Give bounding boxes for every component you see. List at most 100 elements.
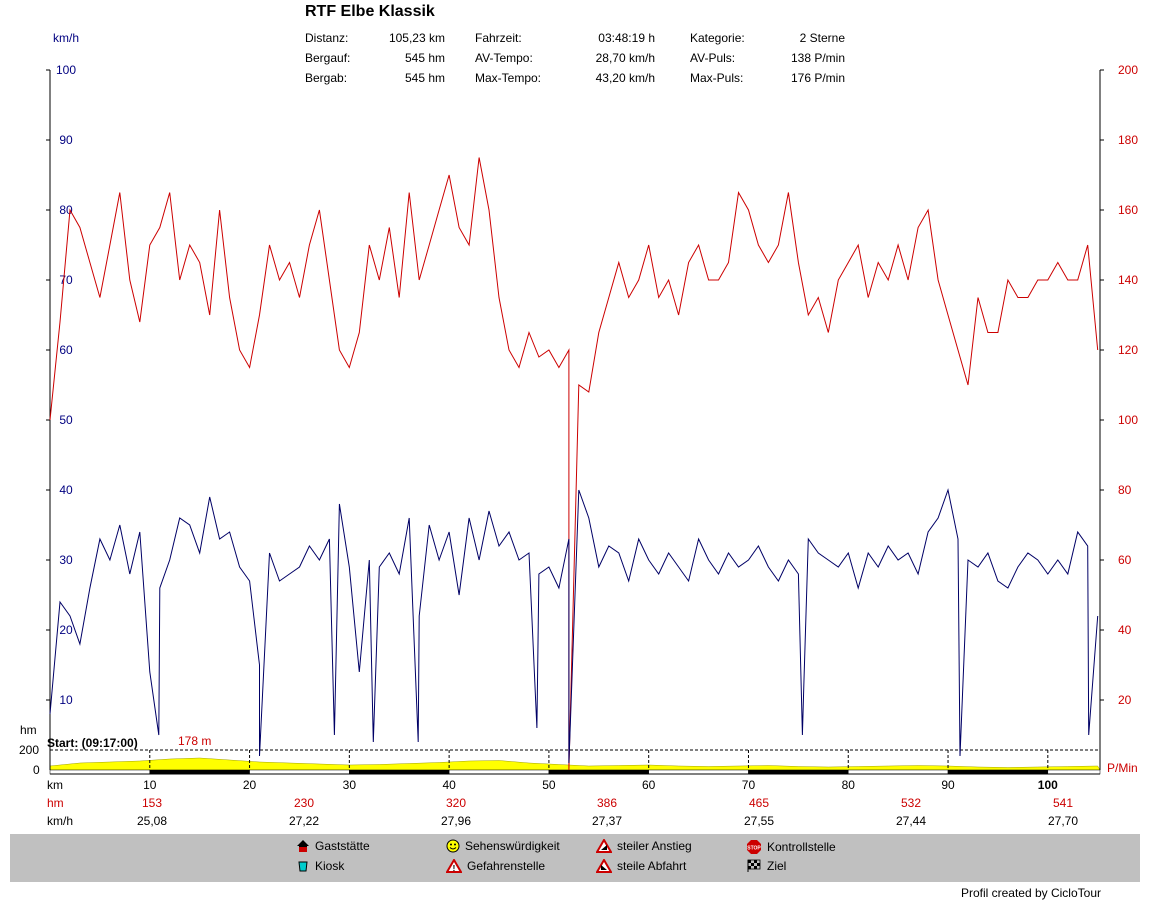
elevation-area (49, 757, 1101, 771)
legend-item-kontrollstelle: STOP Kontrollstelle (747, 840, 836, 854)
km-row-tick-60: 60 (642, 778, 656, 792)
climb-icon (596, 839, 612, 853)
stat-value-av-puls: 138 P/min (790, 51, 845, 65)
chart-title: RTF Elbe Klassik (305, 3, 435, 20)
right-tick-label-100: 100 (1118, 413, 1138, 427)
pulse-line (49, 157, 1099, 771)
finish-flag-icon (747, 859, 761, 872)
km-row-tick-30: 30 (343, 778, 357, 792)
hm-row-value-5: 532 (901, 796, 921, 810)
km-segment-2 (249, 769, 350, 775)
km-row-tick-80: 80 (842, 778, 856, 792)
svg-text:!: ! (453, 864, 456, 873)
stat-label-fahrzeit: Fahrzeit: (475, 31, 522, 45)
right-tick-label-180: 180 (1118, 133, 1138, 147)
km-row-tick-100: 100 (1038, 778, 1058, 792)
elevation-tick-200: 200 (19, 743, 39, 757)
km-segment-8 (848, 769, 949, 775)
hm-row-value-2: 320 (446, 796, 466, 810)
km-row-label: km (47, 778, 63, 792)
km-row-tick-10: 10 (143, 778, 157, 792)
elevation-tick-0: 0 (33, 763, 40, 777)
stat-label-av-tempo: AV-Tempo: (475, 51, 533, 65)
left-tick-label-80: 80 (59, 203, 73, 217)
legend-item-gefahrenstelle: ! Gefahrenstelle (446, 859, 545, 873)
left-tick-label-90: 90 (59, 133, 73, 147)
cup-icon (298, 861, 308, 872)
legend-item-sehenswuerdigkeit: Sehenswürdigkeit (446, 839, 560, 853)
legend-item-gaststaette: Gaststätte (296, 839, 370, 853)
legend-item-steile-abfahrt: steile Abfahrt (596, 859, 686, 873)
speed-row-value-4: 27,55 (744, 814, 774, 828)
speed-row-value-0: 25,08 (137, 814, 167, 828)
km-segment-5 (548, 769, 649, 775)
left-tick-label-30: 30 (59, 553, 73, 567)
km-row-tick-90: 90 (941, 778, 955, 792)
stat-label-max-tempo: Max-Tempo: (475, 71, 542, 85)
house-icon (297, 840, 309, 852)
right-tick-label-20: 20 (1118, 693, 1132, 707)
km-segment-1 (149, 769, 250, 775)
km-segment-6 (648, 769, 749, 775)
km-segment-0 (49, 769, 151, 775)
legend-item-kiosk: Kiosk (296, 859, 344, 873)
hm-row-value-3: 386 (597, 796, 617, 810)
speed-row-value-3: 27,37 (592, 814, 622, 828)
speed-row-value-6: 27,70 (1048, 814, 1078, 828)
right-axis-unit: P/Min (1107, 761, 1138, 775)
km-row-tick-40: 40 (442, 778, 456, 792)
stat-value-max-tempo: 43,20 km/h (595, 71, 655, 85)
km-row-tick-70: 70 (742, 778, 756, 792)
stat-value-max-puls: 176 P/min (790, 71, 845, 85)
stat-label-kategorie: Kategorie: (690, 31, 745, 45)
hm-row-value-6: 541 (1053, 796, 1073, 810)
stat-label-max-puls: Max-Puls: (690, 71, 744, 85)
km-segment-10 (1047, 769, 1101, 775)
start-label: Start: (09:17:00) (47, 736, 138, 750)
right-tick-label-60: 60 (1118, 553, 1132, 567)
left-tick-label-60: 60 (59, 343, 73, 357)
legend-panel: Gaststätte Kiosk Sehenswürdigkeit ! Gefa… (10, 834, 1140, 882)
left-tick-label-40: 40 (59, 483, 73, 497)
left-tick-label-20: 20 (59, 623, 73, 637)
stat-value-distanz: 105,23 km (388, 31, 445, 45)
stat-value-bergab: 545 hm (404, 71, 445, 85)
left-axis-unit: km/h (53, 31, 79, 45)
smiley-icon (446, 839, 460, 853)
stat-value-fahrzeit: 03:48:19 h (598, 31, 655, 45)
warning-icon: ! (446, 859, 462, 873)
km-row-tick-20: 20 (243, 778, 257, 792)
left-tick-label-100: 100 (56, 63, 76, 77)
left-tick-label-50: 50 (59, 413, 73, 427)
credit-text: Profil created by CicloTour (960, 886, 1101, 900)
stat-value-av-tempo: 28,70 km/h (595, 51, 655, 65)
left-tick-label-10: 10 (59, 693, 73, 707)
speed-row-value-2: 27,96 (441, 814, 471, 828)
speed-row-value-1: 27,22 (289, 814, 319, 828)
hm-row-label: hm (47, 796, 64, 810)
stat-label-av-puls: AV-Puls: (690, 51, 736, 65)
right-tick-label-40: 40 (1118, 623, 1132, 637)
legend-item-steiler-anstieg: steiler Anstieg (596, 839, 692, 853)
speed-row-value-5: 27,44 (896, 814, 926, 828)
stat-value-kategorie: 2 Sterne (799, 31, 845, 45)
hm-row-value-0: 153 (142, 796, 162, 810)
stop-icon: STOP (747, 840, 761, 854)
left-tick-label-70: 70 (59, 273, 73, 287)
km-segment-9 (947, 769, 1049, 775)
stat-label-distanz: Distanz: (305, 31, 349, 45)
legend-item-ziel: Ziel (746, 859, 786, 873)
stat-label-bergauf: Bergauf: (305, 51, 351, 65)
hm-row-value-1: 230 (294, 796, 314, 810)
svg-text:STOP: STOP (747, 846, 761, 852)
km-segment-4 (448, 769, 550, 775)
hm-row-value-4: 465 (749, 796, 769, 810)
right-tick-label-140: 140 (1118, 273, 1138, 287)
stat-label-bergab: Bergab: (305, 71, 348, 85)
km-row-tick-50: 50 (542, 778, 556, 792)
right-tick-label-120: 120 (1118, 343, 1138, 357)
stat-value-bergauf: 545 hm (404, 51, 445, 65)
descent-icon (596, 859, 612, 873)
right-tick-label-200: 200 (1118, 63, 1138, 77)
